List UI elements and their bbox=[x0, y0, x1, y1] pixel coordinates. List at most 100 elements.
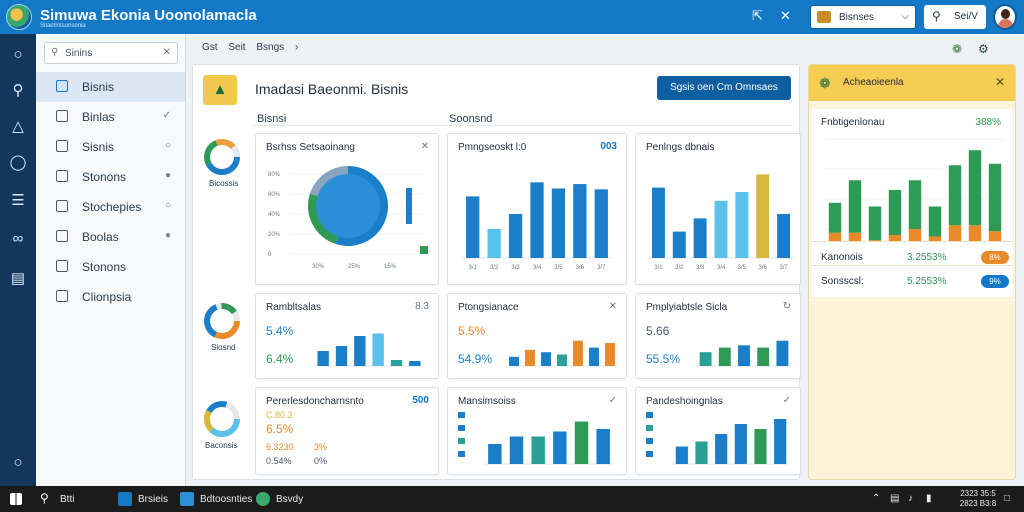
stat-badge: 9% bbox=[981, 275, 1009, 288]
kpi-value: 5.66 bbox=[646, 324, 670, 338]
sidebar-item[interactable]: Stochepies ○ bbox=[36, 192, 185, 222]
chart-bar bbox=[596, 429, 610, 464]
chart-bar bbox=[530, 182, 544, 258]
chart-bar bbox=[390, 360, 403, 366]
kpi-card[interactable]: Pererlesdoncharnsnto 500 C.80.3 6.5% 6.3… bbox=[255, 387, 439, 475]
library-icon[interactable]: ☰ bbox=[11, 192, 25, 209]
kpi-card[interactable]: Ptongsianace ✕ 5.5% 54.9% bbox=[447, 293, 627, 379]
sidebar-item-label: Stonons bbox=[82, 170, 127, 184]
chevron-down-icon[interactable]: ✓ bbox=[782, 395, 791, 406]
clear-icon[interactable]: ✕ bbox=[162, 47, 171, 58]
y-tick-label: 80% bbox=[268, 172, 281, 178]
bell-icon[interactable]: △ bbox=[12, 118, 24, 135]
chart-card-bar[interactable]: Penlngs dbnais 3/1 3/2 3/3 3/4 3/5 3/6 3/7 bbox=[635, 133, 801, 285]
chart-card-bar[interactable]: Pmngseoskt l:0 003 3/1 3/2 3/3 3/4 3/5 3/6 3/7 bbox=[447, 133, 627, 285]
status-indicator-icon: ● bbox=[164, 170, 171, 181]
share-icon[interactable]: ∞ bbox=[12, 230, 24, 247]
app-logo bbox=[6, 4, 32, 30]
status-indicator-icon: ✓ bbox=[162, 110, 171, 121]
chart-bar bbox=[605, 343, 615, 366]
share-icon[interactable]: ❁ bbox=[952, 42, 963, 56]
expand-icon[interactable]: ⇱ bbox=[752, 8, 763, 23]
notification-icon[interactable]: □ bbox=[1004, 493, 1011, 504]
mini-donut-chart bbox=[204, 303, 240, 339]
settings-icon[interactable]: ○ bbox=[13, 454, 23, 471]
bar-chart: 3/1 3/2 3/3 3/4 3/5 3/6 3/7 bbox=[648, 174, 794, 271]
chart-bar bbox=[574, 421, 589, 464]
sidebar-item[interactable]: Clionpsia bbox=[36, 282, 185, 312]
refresh-icon[interactable]: ↻ bbox=[782, 301, 791, 312]
chevron-down-icon[interactable]: ✓ bbox=[608, 395, 617, 406]
x-tick-label: 3/5 bbox=[738, 265, 747, 271]
bar-chart bbox=[696, 340, 792, 367]
search-icon[interactable]: ⚲ bbox=[12, 82, 24, 99]
stat-label: Kanonois bbox=[821, 252, 863, 263]
kpi-value: 55.5% bbox=[646, 352, 681, 366]
sidebar-item[interactable]: Sisnis ○ bbox=[36, 132, 185, 162]
card-close-icon[interactable]: ✕ bbox=[608, 301, 617, 312]
panel-chart-title: Fnbtigenlonau bbox=[821, 117, 885, 128]
chart-bar bbox=[541, 352, 551, 366]
primary-action-button[interactable]: Sgsis oen Cm Omnsaes bbox=[657, 76, 791, 100]
chart-bar bbox=[651, 187, 665, 258]
stat-label: Sonsscsl: bbox=[821, 276, 864, 287]
kpi-value: 54.9% bbox=[458, 352, 493, 366]
breadcrumb-item[interactable]: Gst bbox=[202, 42, 218, 53]
breadcrumb-item[interactable]: Seit bbox=[228, 42, 246, 53]
chart-bar bbox=[508, 214, 523, 258]
system-clock[interactable]: 2323 35:5 2823 B3:8 bbox=[948, 489, 1008, 509]
panel-header: ❁ Acheaoieenla ✕ bbox=[809, 65, 1015, 101]
sidebar-item[interactable]: Binlas ✓ bbox=[36, 102, 185, 132]
kpi-card[interactable]: Pmplyiabtsle Sicla ↻ 5.66 55.5% bbox=[635, 293, 801, 379]
chart-bar bbox=[488, 444, 502, 464]
mini-donut-chart bbox=[204, 401, 240, 437]
avatar[interactable] bbox=[993, 4, 1017, 30]
app-title: Simuwa Ekonia Uoonolamacla bbox=[40, 7, 257, 24]
chart-bar bbox=[908, 180, 922, 229]
chart-bar bbox=[699, 352, 712, 366]
workspace-select[interactable]: Bisnses ⌵ bbox=[810, 5, 916, 29]
window-icon[interactable]: ▤ bbox=[10, 270, 26, 287]
chevron-up-icon[interactable]: ⌃ bbox=[872, 493, 881, 504]
search-button[interactable]: ⚲ Sei/V bbox=[924, 5, 986, 29]
title-bar: Simuwa Ekonia Uoonolamacla Sitaetintsuns… bbox=[0, 0, 1024, 34]
bar-chart bbox=[458, 412, 614, 465]
sidebar-item[interactable]: Boolas ● bbox=[36, 222, 185, 252]
kpi-value: 5.4% bbox=[266, 324, 294, 338]
panel-title: Acheaoieenla bbox=[843, 77, 904, 88]
chart-card-bar[interactable]: Mansimsoiss ✓ bbox=[447, 387, 627, 475]
workspace-label: Bisnses bbox=[839, 12, 875, 23]
y-tick-label: 60% bbox=[268, 192, 281, 198]
close-icon[interactable]: ✕ bbox=[994, 75, 1005, 89]
y-tick-label: 40% bbox=[268, 212, 281, 218]
chart-bar bbox=[715, 434, 728, 464]
card-close-icon[interactable]: ✕ bbox=[420, 141, 429, 152]
chart-card-pie[interactable]: Bsrhss Setsaoinang ✕ 80% 60% 40% 20% 0 30% 25%… bbox=[255, 133, 439, 285]
breadcrumb-item[interactable]: Bsngs bbox=[256, 42, 285, 53]
chart-bar bbox=[828, 202, 842, 233]
pie-chart: 80% 60% 40% 20% 0 30% 25% 15% bbox=[268, 166, 428, 270]
kpi-card[interactable]: Rambltsalas 8.3 5.4% 6.4% bbox=[255, 293, 439, 379]
settings-icon[interactable]: ⚙ bbox=[978, 42, 989, 56]
sidebar-item[interactable]: Stonons bbox=[36, 252, 185, 282]
network-icon[interactable]: ▤ bbox=[890, 493, 900, 504]
nav-search-input[interactable]: ⚲ Sinins ✕ bbox=[44, 42, 178, 64]
volume-icon[interactable]: ♪ bbox=[908, 493, 913, 504]
battery-icon[interactable]: ▮ bbox=[926, 493, 932, 504]
chart-bar bbox=[573, 340, 583, 366]
panel-stat-row[interactable]: Sonsscsl: 5.2553% 9% bbox=[811, 265, 1013, 297]
bar-chart bbox=[646, 412, 790, 465]
sidebar-item[interactable]: Stonons ● bbox=[36, 162, 185, 192]
chart-bar bbox=[735, 192, 749, 258]
home-circle-icon[interactable]: ○ bbox=[13, 46, 23, 63]
nav-item-icon bbox=[56, 200, 68, 212]
card-title: Mansimsoiss bbox=[458, 396, 516, 407]
chart-card-bar[interactable]: Pandeshoingnlas ✓ bbox=[635, 387, 801, 475]
close-icon[interactable]: ✕ bbox=[780, 8, 791, 23]
chat-icon[interactable]: ◯ bbox=[9, 154, 27, 171]
panel-chart-value: 388% bbox=[975, 117, 1001, 128]
chart-bar bbox=[968, 150, 982, 226]
sidebar-item[interactable]: Bisnis bbox=[36, 72, 185, 102]
chart-bar bbox=[672, 231, 686, 258]
x-tick-label: 3/4 bbox=[533, 265, 542, 271]
